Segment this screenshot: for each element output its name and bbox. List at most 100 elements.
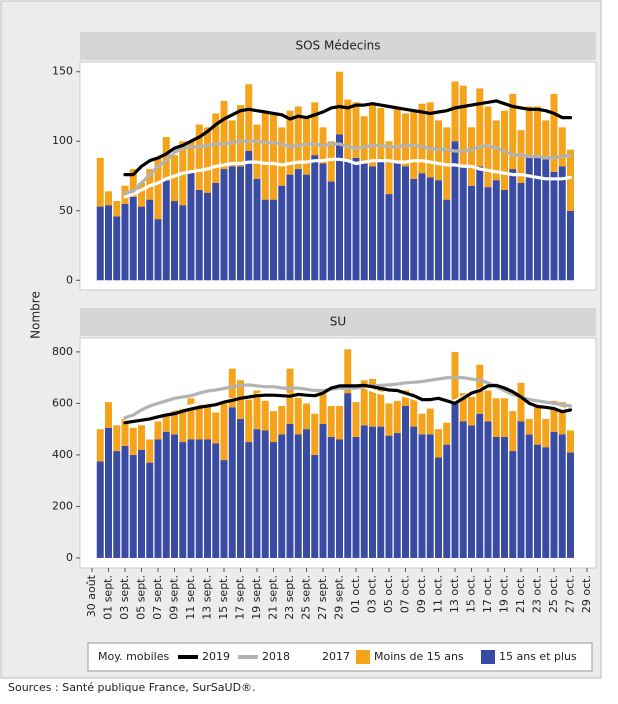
bar-segment [459, 393, 467, 422]
bar-segment [146, 462, 154, 558]
bar-segment [162, 415, 170, 432]
bar-segment [517, 382, 525, 422]
bar-segment [327, 405, 335, 437]
bar-segment [179, 405, 187, 443]
bar-segment [286, 110, 294, 175]
x-tick-label: 29 oct. [580, 575, 593, 613]
bar-segment [154, 439, 162, 558]
bar-segment [451, 141, 459, 281]
x-tick-label: 25 oct. [547, 575, 560, 613]
bar-segment [509, 411, 517, 452]
bar-segment [558, 127, 566, 167]
y-tick-label: 0 [66, 551, 73, 564]
bar-segment [261, 430, 269, 558]
legend-label: Moins de 15 ans [374, 650, 464, 663]
x-tick-label: 19 sept. [250, 575, 263, 620]
bar-segment [253, 124, 261, 179]
bar-segment [369, 166, 376, 281]
y-tick-label: 50 [59, 204, 73, 217]
bar-segment [245, 150, 253, 281]
bar-segment [270, 199, 277, 281]
bar-segment [129, 427, 137, 455]
bar-segment [344, 393, 352, 558]
bar-segment [278, 127, 286, 186]
bar-segment [459, 85, 467, 165]
bar-segment [129, 454, 137, 558]
bar-segment [171, 434, 178, 558]
bar-segment [228, 166, 236, 281]
moving-average-line [123, 157, 573, 199]
bar-segment [336, 134, 343, 281]
bar-segment [567, 452, 574, 558]
x-tick-label: 25 sept. [300, 575, 313, 620]
bar-segment [220, 169, 228, 281]
bar-segment [129, 196, 137, 281]
bar-segment [96, 429, 104, 462]
bar-segment [204, 439, 211, 558]
x-tick-label: 17 sept. [234, 575, 247, 620]
bar-segment [195, 124, 203, 190]
bar-segment [121, 445, 129, 558]
y-tick-label: 0 [66, 273, 73, 286]
bar-segment [154, 219, 162, 281]
y-tick-label: 400 [52, 448, 73, 461]
bar-segment [113, 451, 121, 558]
bar-segment [509, 169, 517, 281]
bar-segment [393, 106, 401, 161]
bar-segment [476, 166, 484, 281]
x-tick-label: 13 sept. [201, 575, 214, 620]
bar-segment [344, 159, 352, 281]
bar-segment [278, 434, 286, 558]
bar-segment [402, 405, 409, 558]
bar-segment [105, 402, 112, 428]
bar-segment [402, 390, 409, 406]
bar-segment [204, 192, 211, 281]
bar-segment [525, 155, 533, 281]
bar-segment [344, 99, 352, 160]
bar-segment [352, 436, 360, 558]
moving-average-line [123, 99, 573, 177]
bar-segment [187, 171, 195, 281]
bar-segment [492, 180, 500, 281]
bar-segment [509, 451, 517, 558]
bar-segment [410, 178, 418, 281]
bar-segment [393, 433, 401, 558]
bar-segment [468, 396, 475, 426]
bar-segment [303, 403, 310, 430]
bar-segment [369, 378, 376, 427]
bar-segment [377, 160, 385, 281]
bar-segment [377, 385, 385, 427]
x-tick-label: 09 oct. [415, 575, 428, 613]
bar-segment [228, 407, 236, 558]
bar-segment [245, 442, 253, 558]
bar-segment [385, 403, 393, 436]
bar-segment [435, 457, 442, 558]
legend-box [87, 642, 593, 672]
moving-average-line [123, 139, 573, 195]
strip [80, 32, 596, 60]
bar-segment [509, 93, 517, 170]
x-tick-label: 11 sept. [184, 575, 197, 620]
bar-segment [418, 103, 426, 174]
bar-segment [352, 402, 360, 437]
bar-segment [352, 157, 360, 281]
bar-segment [501, 436, 508, 558]
bar-segment [253, 390, 261, 430]
bar-segment [360, 163, 368, 281]
x-tick-label: 05 oct. [382, 575, 395, 613]
bar-segment [204, 404, 211, 440]
bar-segment [492, 120, 500, 181]
x-tick-label: 29 sept. [333, 575, 346, 620]
bar-segment [220, 460, 228, 558]
bar-segment [212, 113, 220, 183]
bar-segment [96, 461, 104, 558]
bar-segment [558, 166, 566, 281]
bar-segment [435, 180, 442, 281]
source: Sources : Santé publique France, SurSaUD… [8, 681, 256, 694]
bar-segment [468, 425, 475, 558]
bar-segment [360, 116, 368, 164]
bar-segment [558, 434, 566, 558]
bar-segment [443, 422, 451, 445]
bar-segment [484, 421, 492, 558]
bar-segment [327, 436, 335, 558]
